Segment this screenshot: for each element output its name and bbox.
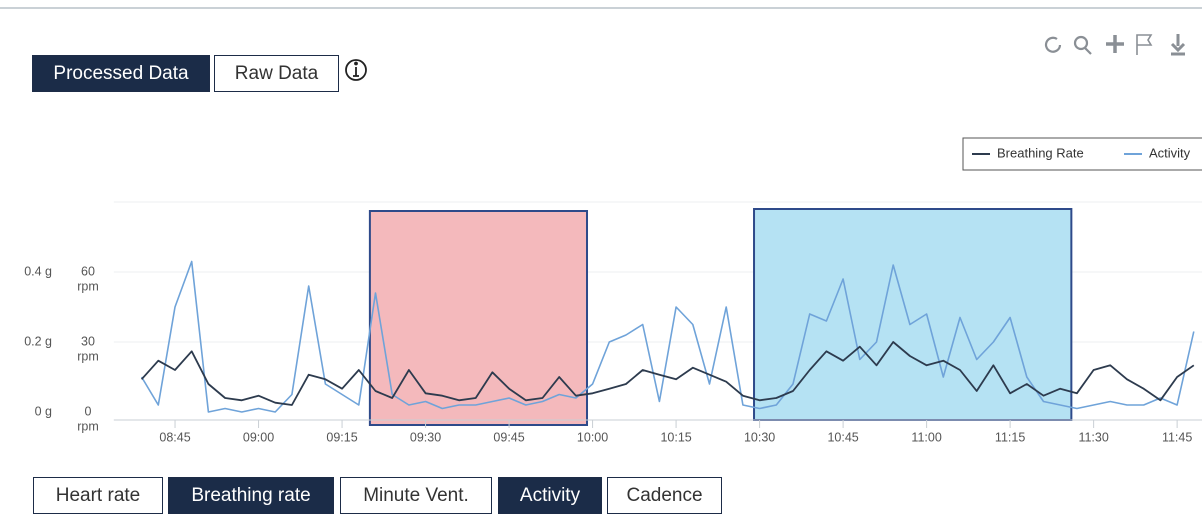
series-line (140, 341, 1195, 406)
y-tick-label: 30 (81, 334, 95, 348)
y2-tick-label: 0 g (35, 404, 52, 418)
x-tick-label: 10:30 (744, 430, 775, 444)
legend-label: Activity (1149, 145, 1191, 160)
legend: Breathing Rate Activity (962, 137, 1202, 171)
download-icon[interactable] (1170, 34, 1186, 56)
x-tick-label: 09:45 (493, 430, 524, 444)
tab-button[interactable]: Processed Data (32, 55, 210, 92)
x-tick-label: 11:45 (1162, 430, 1192, 444)
y-tick-label: 60 (81, 264, 95, 278)
x-tick-label: 09:00 (243, 430, 274, 444)
metric-button[interactable]: Heart rate (33, 477, 163, 514)
y-tick-label: 0 (85, 404, 92, 418)
x-tick-label: 10:00 (577, 430, 608, 444)
zoom-icon[interactable] (1073, 35, 1089, 51)
metric-button[interactable]: Breathing rate (168, 477, 334, 514)
x-tick-label: 11:00 (911, 430, 941, 444)
x-tick-label: 10:45 (827, 430, 858, 444)
toolbar (1044, 34, 1186, 56)
x-tick-label: 11:30 (1078, 430, 1108, 444)
y-unit-label: rpm (77, 419, 99, 433)
flag-icon[interactable] (1136, 34, 1153, 55)
metric-button[interactable]: Minute Vent. (340, 477, 492, 514)
plot-area: 08:45 09:00 09:15 09:30 09:45 10:00 10:15 10:30… (24, 137, 1202, 444)
x-tick-label: 08:45 (159, 430, 190, 444)
x-tick-label: 11:15 (995, 430, 1025, 444)
highlight-box (753, 208, 1073, 421)
reset-icon[interactable] (1044, 36, 1062, 53)
x-tick-label: 10:15 (660, 430, 691, 444)
y-unit-label: rpm (77, 349, 99, 363)
x-tick-label: 09:15 (326, 430, 357, 444)
tab-button[interactable]: Raw Data (214, 55, 339, 92)
legend-box (962, 137, 1202, 171)
add-icon[interactable] (1106, 35, 1124, 53)
info-icon[interactable] (345, 59, 367, 81)
metric-button[interactable]: Cadence (607, 477, 722, 514)
y2-tick-label: 0.2 g (24, 334, 52, 348)
legend-label: Breathing Rate (997, 145, 1084, 160)
metric-button[interactable]: Activity (498, 477, 602, 514)
x-tick-label: 09:30 (410, 430, 441, 444)
series-line (140, 260, 1195, 413)
y2-tick-label: 0.4 g (24, 264, 52, 278)
y-unit-label: rpm (77, 279, 99, 293)
highlight-box (368, 210, 589, 426)
